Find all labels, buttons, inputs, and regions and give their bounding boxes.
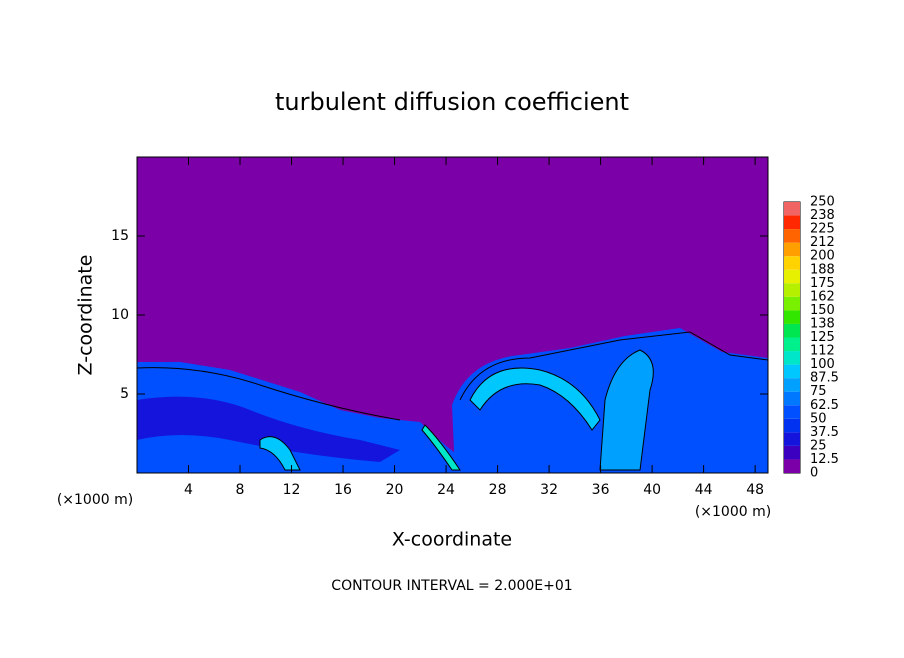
- blob: [137, 396, 400, 462]
- x-tick-label: 16: [334, 482, 352, 498]
- colorbar-label: 25: [810, 438, 827, 453]
- streak: [599, 349, 654, 471]
- x-unit-right: (×1000 m): [695, 504, 771, 520]
- colorbar-box: [784, 310, 800, 324]
- x-tick-label: 12: [283, 482, 301, 498]
- x-tick-label: 20: [386, 482, 404, 498]
- colorbar-box: [784, 229, 800, 243]
- colorbar-box: [784, 391, 800, 406]
- colorbar-box: [784, 351, 800, 365]
- x-unit: (×1000 m): [57, 492, 133, 508]
- colorbar-label: 162: [810, 289, 835, 304]
- colorbar-label: 112: [810, 344, 835, 359]
- x-axis-label: X-coordinate: [392, 529, 512, 551]
- colorbar-box: [784, 242, 800, 257]
- colorbar-label: 225: [810, 222, 835, 237]
- blob: [137, 362, 480, 473]
- colorbar-box: [784, 256, 800, 270]
- colorbar-box: [784, 283, 800, 297]
- colorbar-label: 37.5: [810, 425, 839, 440]
- colorbar-box: [784, 202, 800, 216]
- colorbar-label: 75: [810, 384, 827, 399]
- colorbar-box: [784, 378, 800, 392]
- colorbar-label: 200: [810, 249, 835, 264]
- colorbar-box: [784, 269, 800, 284]
- colorbar-label: 150: [810, 303, 835, 318]
- y-tick-label: 5: [120, 386, 129, 402]
- x-tick-label: 8: [236, 482, 245, 498]
- x-tick-label: 44: [695, 482, 713, 498]
- x-tick-label: 36: [592, 482, 610, 498]
- colorbar-box: [784, 323, 800, 338]
- x-tick-label: 48: [746, 482, 764, 498]
- y-axis-label: Z-coordinate: [75, 255, 97, 376]
- colorbar-label: 188: [810, 262, 835, 277]
- colorbar-label: 138: [810, 316, 835, 331]
- colorbar-label: 175: [810, 276, 835, 291]
- colorbar-label: 87.5: [810, 371, 839, 386]
- colorbar-box: [784, 337, 800, 352]
- colorbar-label: 125: [810, 330, 835, 345]
- colorbar-label: 238: [810, 208, 835, 223]
- colorbar-label: 100: [810, 357, 835, 372]
- x-tick-label: 40: [643, 482, 661, 498]
- x-tick-label: 4: [184, 482, 193, 498]
- colorbar-box: [784, 418, 800, 433]
- x-tick-label: 32: [540, 482, 558, 498]
- colorbar-label: 50: [810, 411, 827, 426]
- contour-line: [136, 367, 401, 421]
- colorbar-box: [784, 405, 800, 419]
- footer: CONTOUR INTERVAL = 2.000E+01: [331, 578, 572, 594]
- field: [136, 157, 769, 473]
- y-tick-label: 15: [111, 228, 129, 244]
- streak: [421, 424, 461, 471]
- streak: [259, 436, 301, 471]
- colorbar-box: [784, 445, 800, 460]
- colorbar-label: 62.5: [810, 398, 839, 413]
- chart-title: turbulent diffusion coefficient: [275, 88, 629, 116]
- streak: [469, 367, 601, 431]
- x-tick-label: 24: [437, 482, 455, 498]
- colorbar-box: [784, 215, 800, 230]
- colorbar-label: 0: [810, 466, 818, 481]
- colorbar-label: 12.5: [810, 452, 839, 467]
- x-tick-label: 28: [489, 482, 507, 498]
- colorbar-box: [784, 364, 800, 379]
- contour-line: [459, 331, 769, 401]
- colorbar-label: 250: [810, 195, 835, 210]
- colorbar-box: [784, 432, 800, 446]
- colorbar-label: 212: [810, 235, 835, 250]
- colorbar-box: [784, 459, 800, 473]
- colorbar-box: [784, 296, 800, 311]
- y-tick-label: 10: [111, 307, 129, 323]
